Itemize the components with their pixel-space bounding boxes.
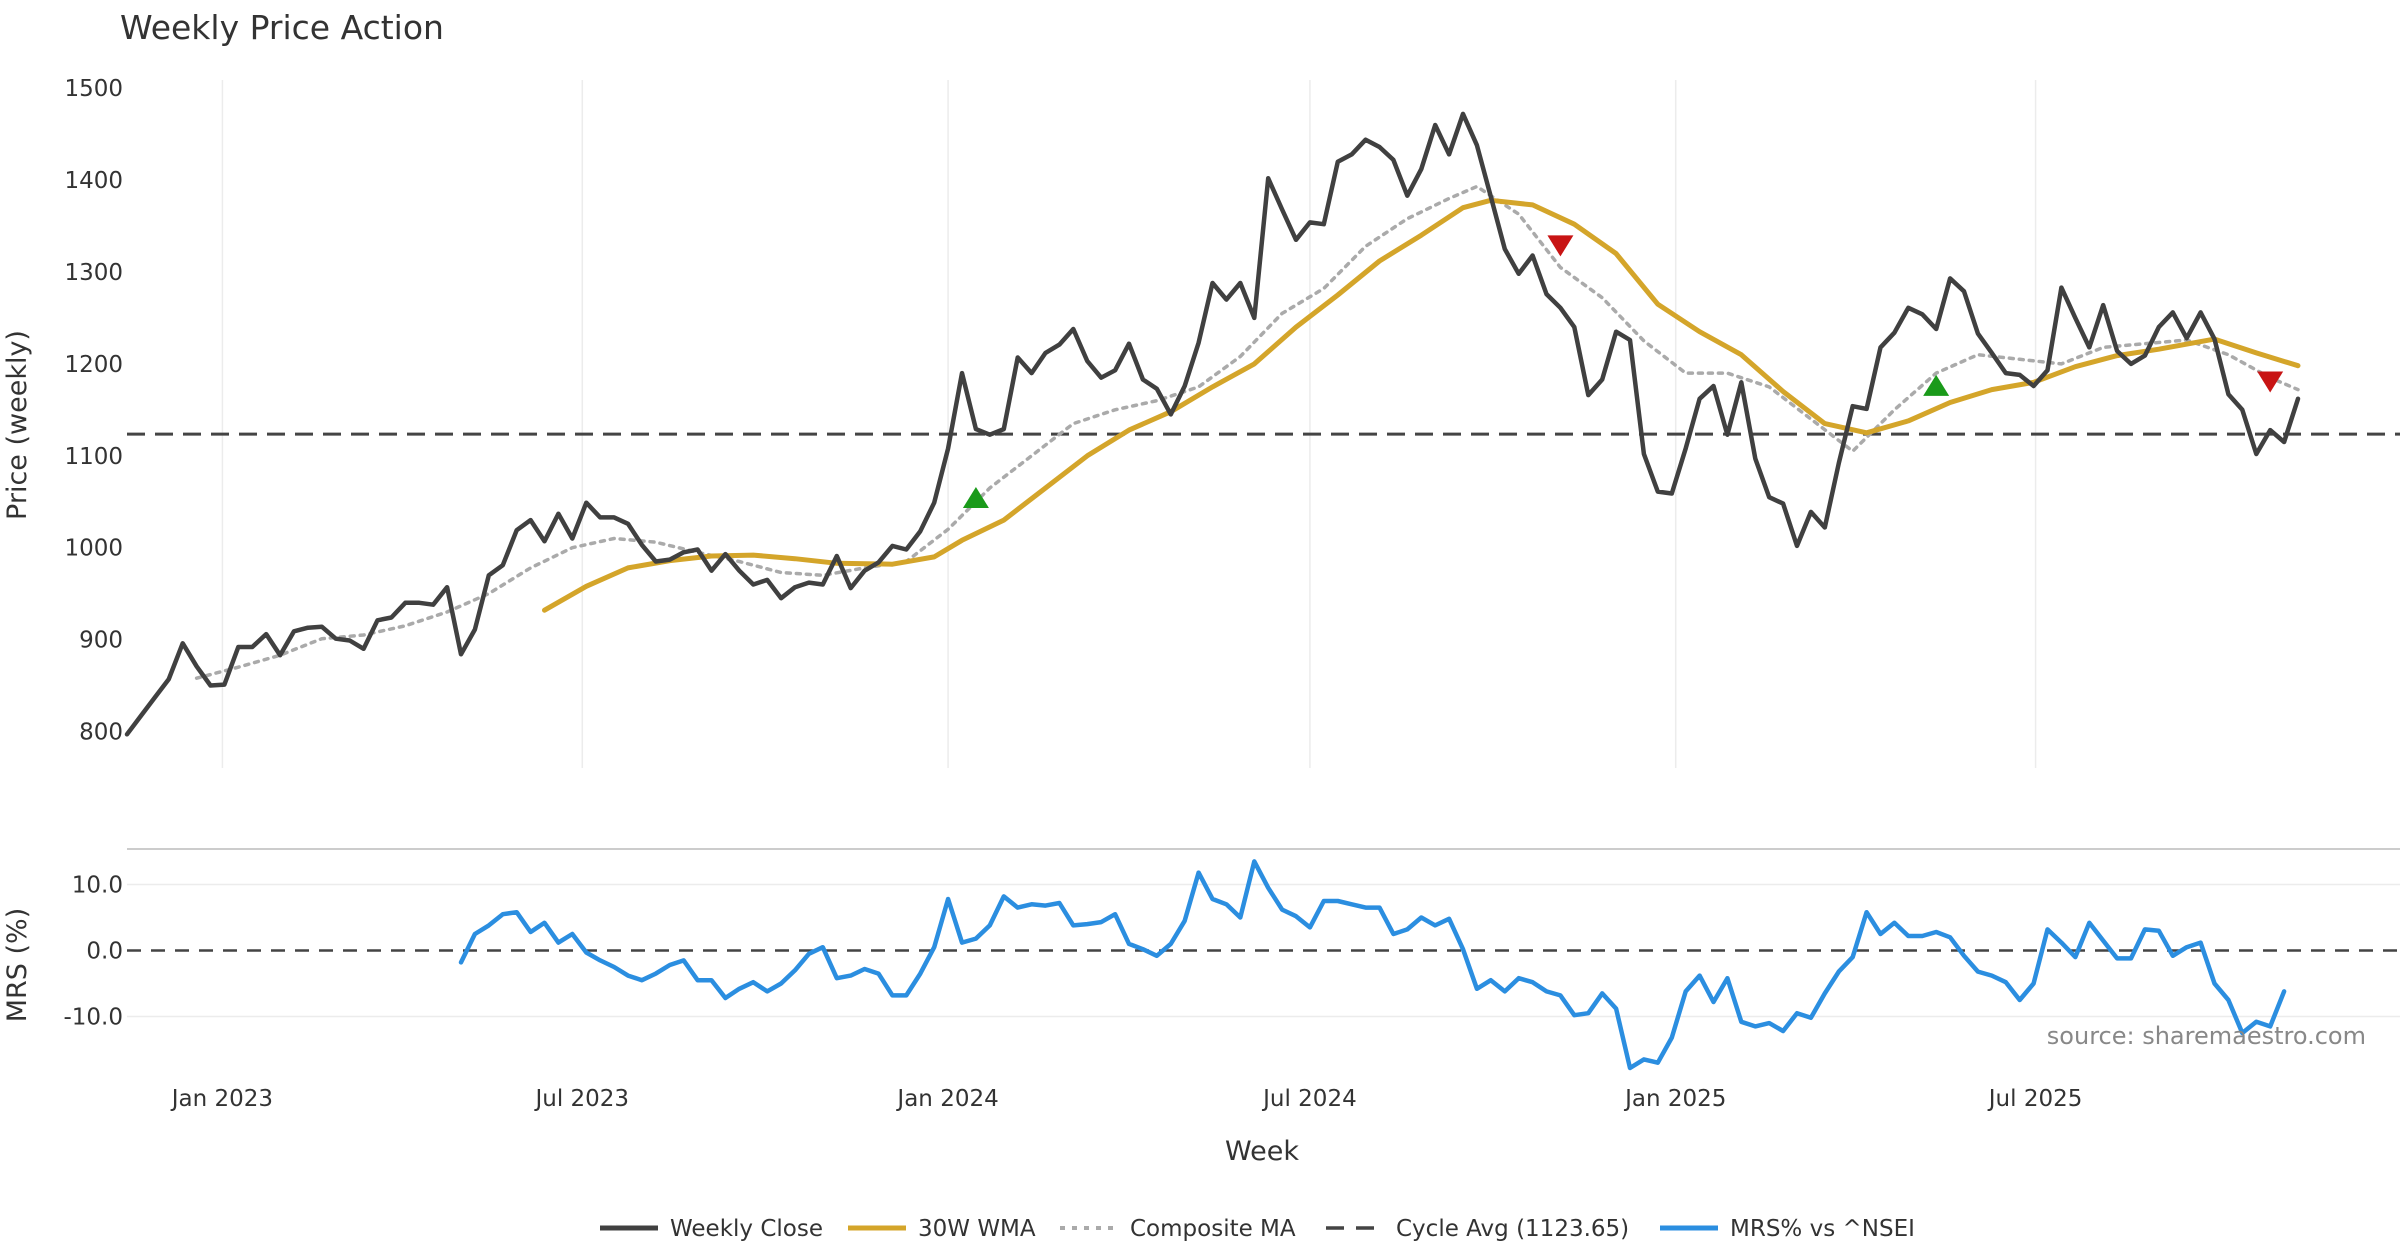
mrs-y-tick-label: 10.0	[72, 873, 123, 899]
x-tick-label: Jan 2023	[170, 1086, 273, 1112]
x-tick-label: Jul 2024	[1261, 1086, 1357, 1112]
price-panel-grid	[221, 80, 2037, 768]
x-axis-label: Week	[1225, 1136, 1299, 1167]
legend-label: Composite MA	[1130, 1216, 1296, 1242]
sell-signal-marker	[1547, 235, 1574, 257]
chart-title: Weekly Price Action	[120, 8, 444, 47]
mrs-y-label: MRS (%)	[2, 908, 33, 1023]
mrs-series-layer	[127, 859, 2400, 1071]
wma-30w-line	[542, 197, 2301, 613]
mrs-line	[458, 859, 2287, 1071]
price-y-tick-label: 1100	[64, 444, 123, 470]
x-tick-label: Jan 2024	[895, 1086, 998, 1112]
mrs-panel-grid	[127, 848, 2400, 1018]
signal-markers	[962, 235, 2284, 508]
price-y-tick-label: 900	[79, 628, 123, 654]
price-series-layer	[124, 111, 2400, 737]
legend: Weekly Close 30W WMA Composite MA Cycle Avg…	[600, 1216, 1915, 1242]
price-y-tick-label: 1400	[64, 168, 123, 194]
mrs-y-tick-label: -10.0	[63, 1005, 123, 1031]
price-y-tick-label: 1500	[64, 76, 123, 102]
legend-label: MRS% vs ^NSEI	[1730, 1216, 1915, 1242]
legend-label: Cycle Avg (1123.65)	[1396, 1216, 1629, 1242]
source-note: source: sharemaestro.com	[2047, 1022, 2366, 1050]
mrs-y-axis: 10.0 0.0 -10.0	[63, 873, 123, 1031]
sell-signal-marker	[2257, 371, 2284, 393]
composite-ma-line	[194, 184, 2300, 680]
legend-label: 30W WMA	[918, 1216, 1036, 1242]
x-tick-label: Jan 2025	[1623, 1086, 1726, 1112]
x-axis: Jan 2023 Jul 2023 Jan 2024 Jul 2024 Jan 2025…	[170, 1086, 2083, 1112]
price-y-tick-label: 800	[79, 720, 123, 746]
price-y-tick-label: 1300	[64, 260, 123, 286]
price-y-axis: 800 900 1000 1100 1200 1300 1400 1500	[64, 76, 123, 745]
price-y-tick-label: 1000	[64, 536, 123, 562]
price-y-label: Price (weekly)	[2, 330, 33, 520]
buy-signal-marker	[1923, 374, 1950, 396]
weekly-close-line	[124, 111, 2301, 737]
legend-label: Weekly Close	[670, 1216, 823, 1242]
price-y-tick-label: 1200	[64, 352, 123, 378]
buy-signal-marker	[962, 486, 989, 508]
x-tick-label: Jul 2023	[533, 1086, 629, 1112]
x-tick-label: Jul 2025	[1987, 1086, 2083, 1112]
mrs-y-tick-label: 0.0	[86, 939, 123, 965]
